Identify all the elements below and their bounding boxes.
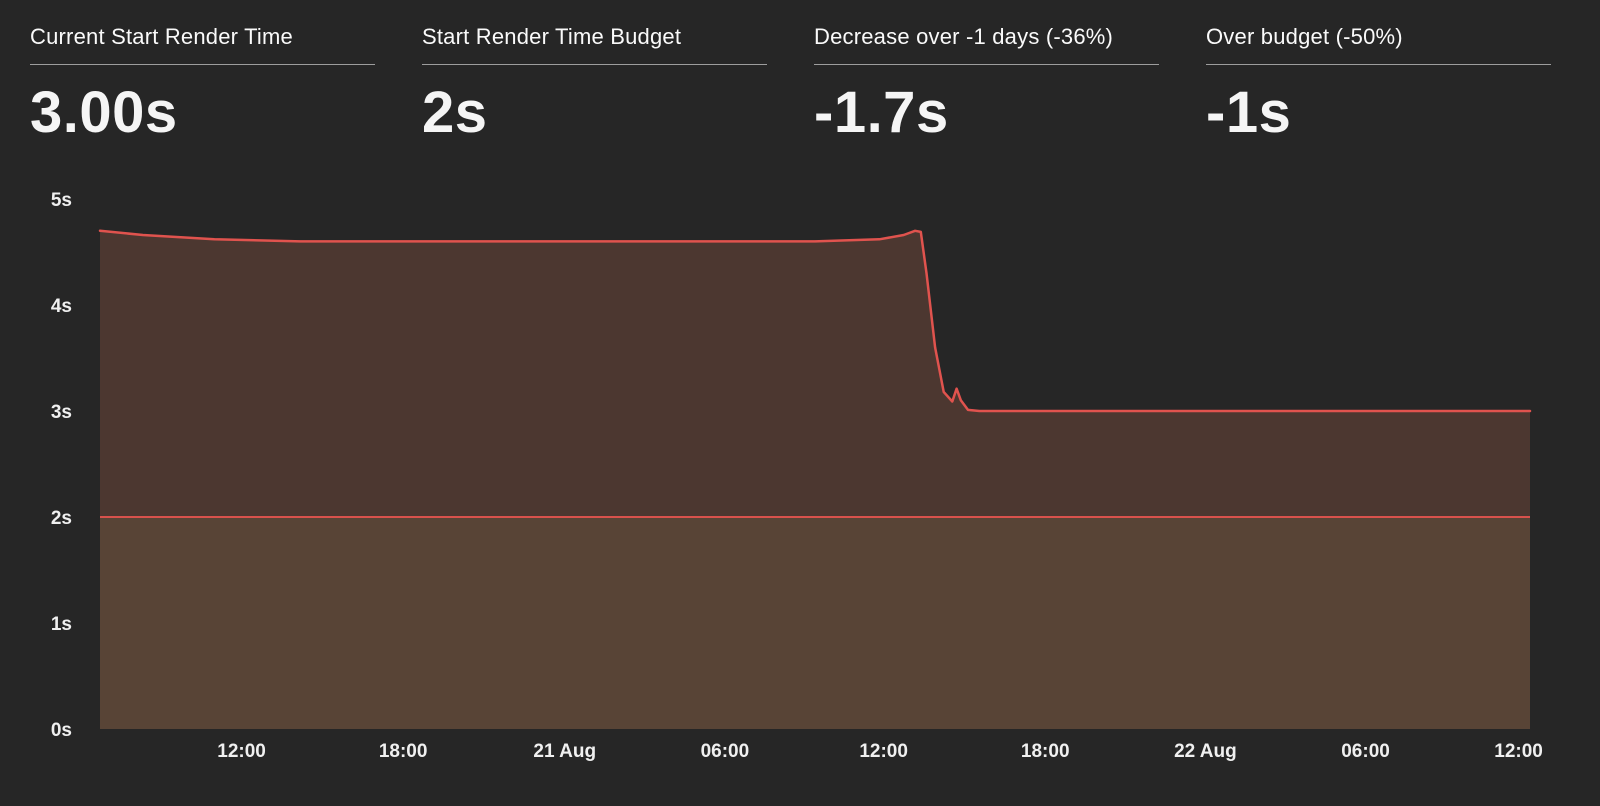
x-axis-label: 21 Aug <box>533 741 596 762</box>
under-budget-band <box>100 517 1530 729</box>
chart-canvas: 5s 4s 3s 2s 1s 0s 12:00 18:00 21 Aug 06:00 12:00 18… <box>51 190 1543 762</box>
stat-card-over-budget: Over budget (-50%) -1s <box>1206 24 1551 146</box>
y-axis-label: 2s <box>51 508 72 529</box>
series-line <box>98 229 1532 413</box>
x-axis-label: 06:00 <box>1341 741 1390 762</box>
stat-card-decrease: Decrease over -1 days (-36%) -1.7s <box>814 24 1159 146</box>
render-time-chart: 5s 4s 3s 2s 1s 0s 12:00 18:00 21 Aug 06:00 12:00 18… <box>0 160 1600 801</box>
x-axis-label: 22 Aug <box>1174 741 1237 762</box>
stat-value: 3.00s <box>30 80 178 145</box>
stat-value: 2s <box>422 80 488 145</box>
stat-card-budget: Start Render Time Budget 2s <box>422 24 767 146</box>
stat-title: Decrease over -1 days (-36%) <box>814 24 1159 65</box>
y-axis-label: 4s <box>51 296 72 317</box>
y-axis-label: 3s <box>51 402 72 423</box>
series-area <box>100 230 1530 730</box>
stat-card-current: Current Start Render Time 3.00s <box>30 24 375 146</box>
stat-title: Over budget (-50%) <box>1206 24 1551 65</box>
y-axis-label: 5s <box>51 190 72 211</box>
stat-value: -1.7s <box>814 80 949 145</box>
x-axis-label: 12:00 <box>1494 741 1543 762</box>
stat-title: Current Start Render Time <box>30 24 375 65</box>
x-axis-label: 18:00 <box>1021 741 1070 762</box>
stat-value: -1s <box>1206 80 1292 145</box>
x-axis-label: 12:00 <box>859 741 908 762</box>
stat-title: Start Render Time Budget <box>422 24 767 65</box>
x-axis-label: 18:00 <box>379 741 428 762</box>
x-axis-label: 06:00 <box>701 741 750 762</box>
y-axis-label: 0s <box>51 720 72 741</box>
x-axis-label: 12:00 <box>217 741 266 762</box>
y-axis-label: 1s <box>51 614 72 635</box>
stats-row: Current Start Render Time 3.00s Start Re… <box>30 24 1551 146</box>
